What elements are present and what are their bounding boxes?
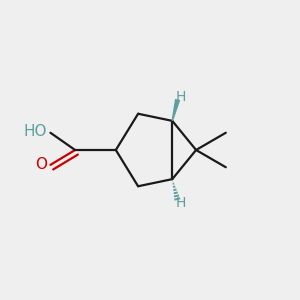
Text: H: H — [176, 196, 186, 210]
Text: H: H — [176, 90, 186, 104]
Text: O: O — [35, 158, 47, 172]
Polygon shape — [172, 99, 180, 121]
Text: HO: HO — [23, 124, 47, 140]
